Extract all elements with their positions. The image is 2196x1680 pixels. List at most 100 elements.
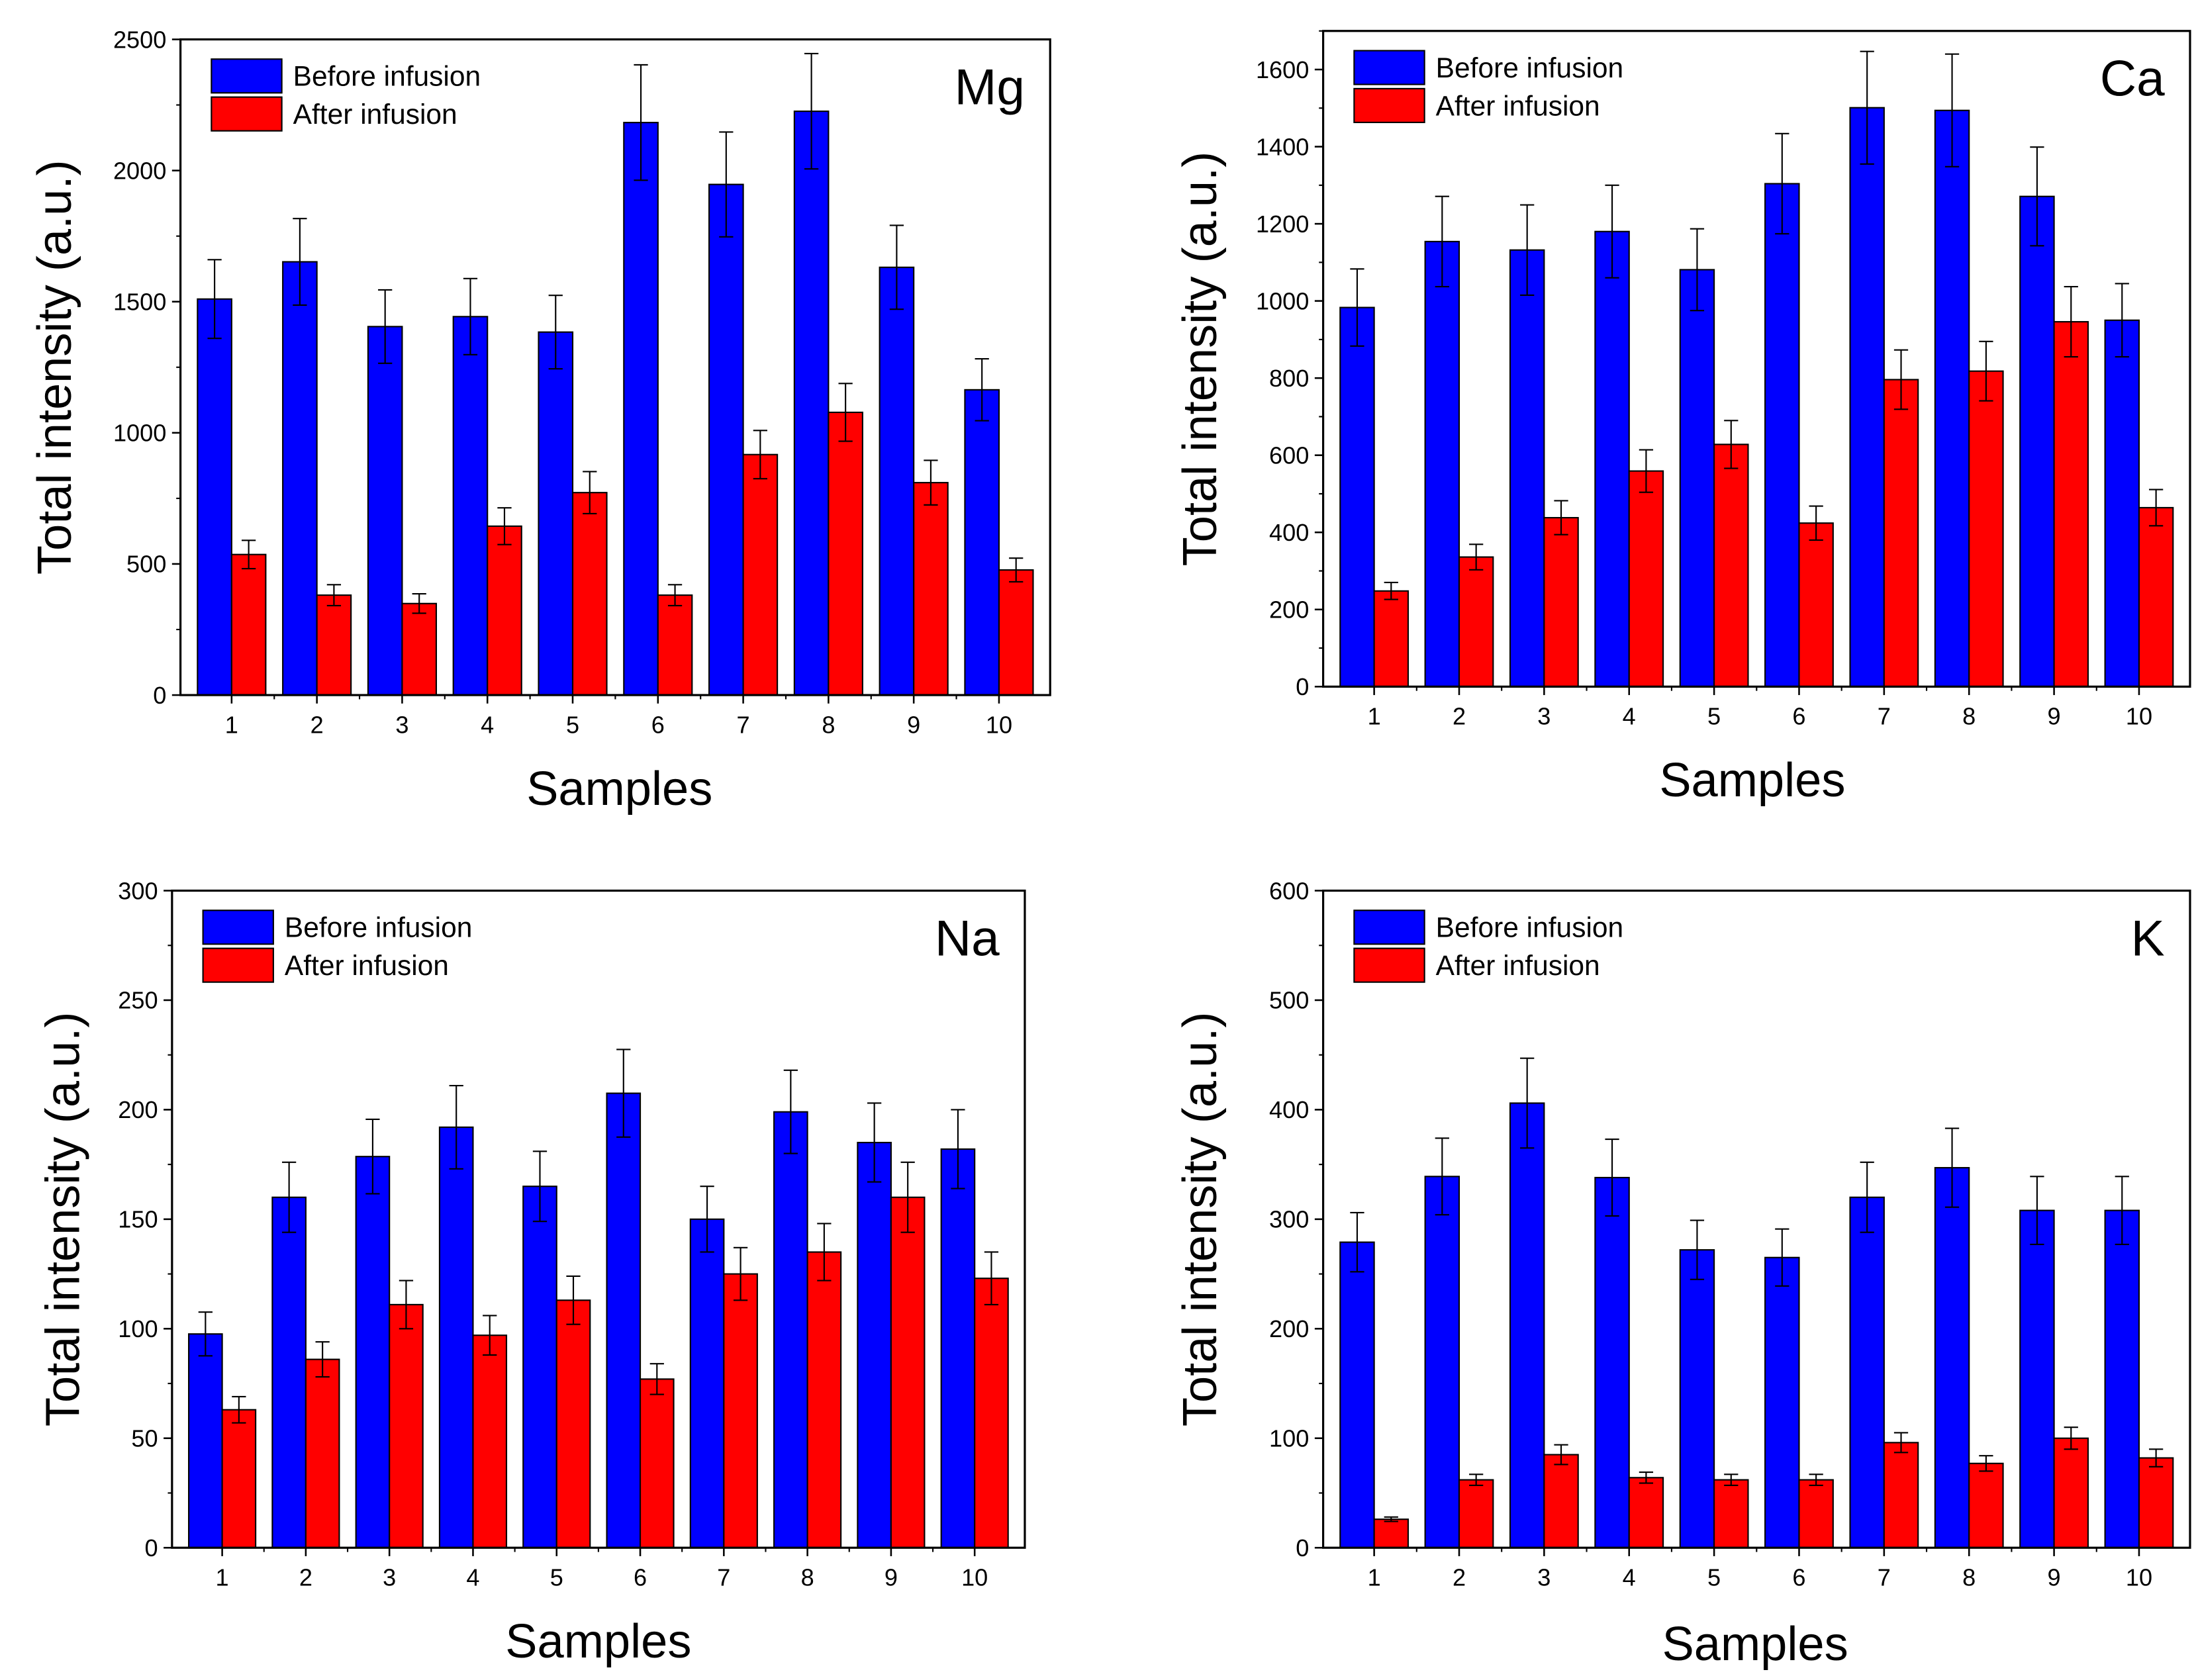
- x-tick-label: 4: [1623, 703, 1636, 730]
- y-tick-label: 1500: [113, 288, 166, 315]
- bar-after-6: [1798, 1479, 1834, 1549]
- error-bar-after-3: [1554, 1444, 1568, 1466]
- error-bar-before-10: [951, 1109, 965, 1190]
- x-tick-label: 6: [1792, 1564, 1805, 1591]
- y-tick-label: 0: [1296, 1534, 1309, 1562]
- bar-after-8: [1968, 1462, 2004, 1549]
- bar-before-1: [1339, 1241, 1375, 1549]
- bar-before-6: [623, 122, 659, 696]
- bar-before-8: [1934, 1167, 1970, 1549]
- bar-before-10: [2104, 1209, 2140, 1549]
- error-bar-after-10: [984, 1251, 999, 1305]
- error-bar-before-10: [975, 358, 989, 422]
- error-bar-before-10: [2115, 1176, 2129, 1245]
- bar-before-7: [1849, 1196, 1885, 1549]
- error-bar-before-8: [783, 1069, 798, 1154]
- x-tick-label: 2: [299, 1564, 312, 1591]
- legend-label-before: Before infusion: [285, 913, 473, 944]
- legend-swatch-after: [211, 96, 283, 132]
- error-bar-after-10: [1009, 557, 1024, 583]
- bar-after-3: [401, 602, 438, 696]
- x-tick-label: 3: [1537, 703, 1551, 730]
- legend-swatch-before: [211, 58, 283, 94]
- x-axis-label: Samples: [1662, 1618, 1848, 1671]
- y-tick-label: 300: [1269, 1206, 1309, 1233]
- x-tick-label: 7: [737, 711, 750, 738]
- legend-label-after: After infusion: [285, 951, 449, 982]
- error-bar-after-8: [1979, 340, 1993, 402]
- x-tick-label: 5: [1707, 703, 1721, 730]
- error-bar-before-9: [2030, 1176, 2044, 1245]
- error-bar-before-8: [1944, 53, 1960, 167]
- x-tick-label: 1: [216, 1564, 229, 1591]
- error-bar-after-5: [566, 1275, 581, 1325]
- chart-panel-na: 0 50 100 150 200 250 300 1 2 3 4 5 6 7 8 9 10 Samples Tota…: [37, 877, 1026, 1668]
- error-bar-after-7: [1893, 349, 1909, 410]
- x-tick-label: 5: [566, 711, 579, 738]
- error-bar-before-8: [1944, 1127, 1960, 1208]
- x-tick-label: 8: [801, 1564, 814, 1591]
- legend-label-after: After infusion: [1436, 951, 1600, 982]
- bar-after-8: [828, 411, 863, 696]
- y-tick-label: 600: [1269, 442, 1309, 469]
- y-tick-label: 400: [1269, 1096, 1309, 1123]
- error-bar-before-1: [1350, 1211, 1364, 1273]
- bar-after-1: [1373, 590, 1409, 688]
- bar-before-5: [1679, 1249, 1715, 1549]
- x-tick-label: 7: [1878, 1564, 1891, 1591]
- x-tick-label: 10: [961, 1564, 988, 1591]
- panel-label: Na: [935, 910, 1000, 966]
- legend: Before infusion After infusion: [1353, 910, 1623, 983]
- y-tick-label: 50: [131, 1424, 158, 1452]
- x-axis-label: Samples: [1659, 754, 1845, 807]
- error-bar-after-9: [2064, 1426, 2078, 1450]
- bar-before-4: [438, 1126, 474, 1549]
- y-axis-label: Total intensity (a.u.): [28, 160, 81, 575]
- error-bar-before-2: [1435, 195, 1449, 288]
- error-bar-after-5: [583, 471, 597, 514]
- bar-after-3: [1543, 1454, 1579, 1549]
- error-bar-after-2: [326, 584, 342, 607]
- error-bar-after-3: [412, 593, 426, 614]
- x-tick-label: 3: [383, 1564, 396, 1591]
- error-bar-before-7: [719, 131, 734, 238]
- error-bar-before-2: [293, 218, 307, 306]
- bar-before-2: [282, 261, 318, 696]
- error-bar-after-6: [1809, 505, 1823, 541]
- x-tick-label: 8: [1962, 703, 1976, 730]
- error-bar-after-1: [241, 539, 256, 570]
- x-tick-label: 2: [1453, 1564, 1466, 1591]
- bar-after-7: [723, 1273, 758, 1549]
- error-bar-after-6: [667, 584, 683, 607]
- bar-before-1: [1339, 306, 1375, 688]
- error-bar-before-5: [1690, 1219, 1705, 1280]
- error-bar-before-9: [867, 1102, 882, 1183]
- bar-before-4: [452, 316, 489, 696]
- bar-after-4: [472, 1334, 508, 1549]
- bar-before-8: [773, 1111, 808, 1549]
- error-bar-after-7: [753, 430, 767, 480]
- bar-after-10: [974, 1278, 1009, 1549]
- bar-before-4: [1594, 1176, 1630, 1549]
- bar-after-2: [305, 1358, 340, 1549]
- error-bar-before-4: [1605, 1139, 1619, 1217]
- bar-after-9: [2053, 321, 2089, 688]
- panel-label: Ca: [2100, 51, 2165, 107]
- chart-panel-mg: 0 500 1000 1500 2000 2500 1 2 3 4 5 6 7 8 9 10 Samples To…: [28, 26, 1051, 816]
- panel-label: K: [2131, 910, 2165, 966]
- error-bar-after-1: [1384, 1516, 1398, 1522]
- x-tick-label: 5: [1707, 1564, 1721, 1591]
- error-bar-after-7: [733, 1246, 748, 1301]
- y-tick-label: 0: [144, 1534, 158, 1562]
- error-bar-after-4: [1639, 1471, 1654, 1484]
- bar-before-10: [964, 389, 1000, 696]
- y-tick-label: 250: [118, 987, 158, 1014]
- bar-after-1: [230, 553, 267, 696]
- x-tick-label: 10: [2126, 703, 2152, 730]
- error-bar-after-8: [838, 383, 853, 442]
- chart-panel-k: 0 100 200 300 400 500 600 1 2 3 4 5 6 7 8 9 10 Samples Tot…: [1174, 877, 2191, 1671]
- x-tick-label: 3: [395, 711, 408, 738]
- error-bar-before-4: [449, 1084, 463, 1170]
- x-tick-label: 1: [225, 711, 238, 738]
- error-bar-before-6: [1775, 132, 1790, 235]
